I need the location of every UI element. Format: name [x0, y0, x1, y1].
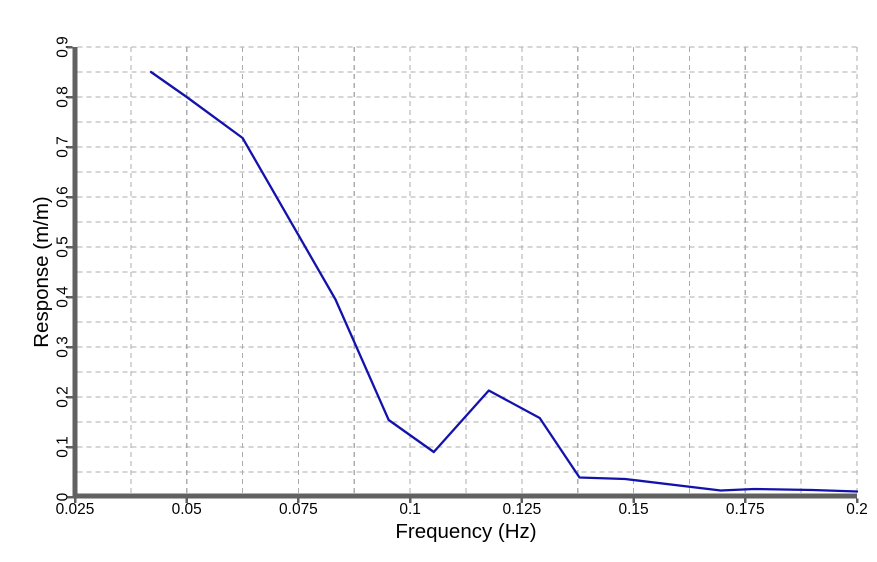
axes: [72, 47, 857, 499]
y-tick-label: 0.3: [55, 336, 72, 358]
x-tick-label: 0.025: [56, 501, 95, 518]
axis-ticks: [67, 45, 859, 503]
y-tick-label: 0.5: [55, 236, 72, 258]
y-tick-label: 0: [55, 492, 72, 501]
y-tick-label: 0.2: [55, 386, 72, 408]
x-tick-label: 0.125: [502, 501, 541, 518]
grid-lines: [77, 46, 858, 494]
x-tick-label: 0.1: [399, 501, 421, 518]
y-tick-label: 0.4: [55, 286, 72, 308]
y-tick-label: 0.6: [55, 186, 72, 208]
y-tick-label: 0.8: [55, 86, 72, 108]
y-axis-title: Response (m/m): [30, 196, 53, 348]
x-tick-label: 0.2: [846, 501, 868, 518]
x-tick-label: 0.05: [172, 501, 202, 518]
y-tick-label: 0.1: [55, 436, 72, 458]
y-tick-label: 0.7: [55, 136, 72, 158]
y-tick-labels: 0 0.1 0.2 0.3 0.4 0.5 0.6 0.7 0.8 0.9: [55, 36, 72, 501]
x-tick-label: 0.075: [279, 501, 318, 518]
response-line: [149, 70, 859, 493]
x-tick-label: 0.175: [726, 501, 765, 518]
x-tick-label: 0.15: [618, 501, 648, 518]
x-axis-title: Frequency (Hz): [395, 520, 536, 543]
x-tick-labels: 0.025 0.05 0.075 0.1 0.125 0.15 0.175 0.2: [56, 501, 868, 518]
y-tick-label: 0.9: [55, 36, 72, 58]
